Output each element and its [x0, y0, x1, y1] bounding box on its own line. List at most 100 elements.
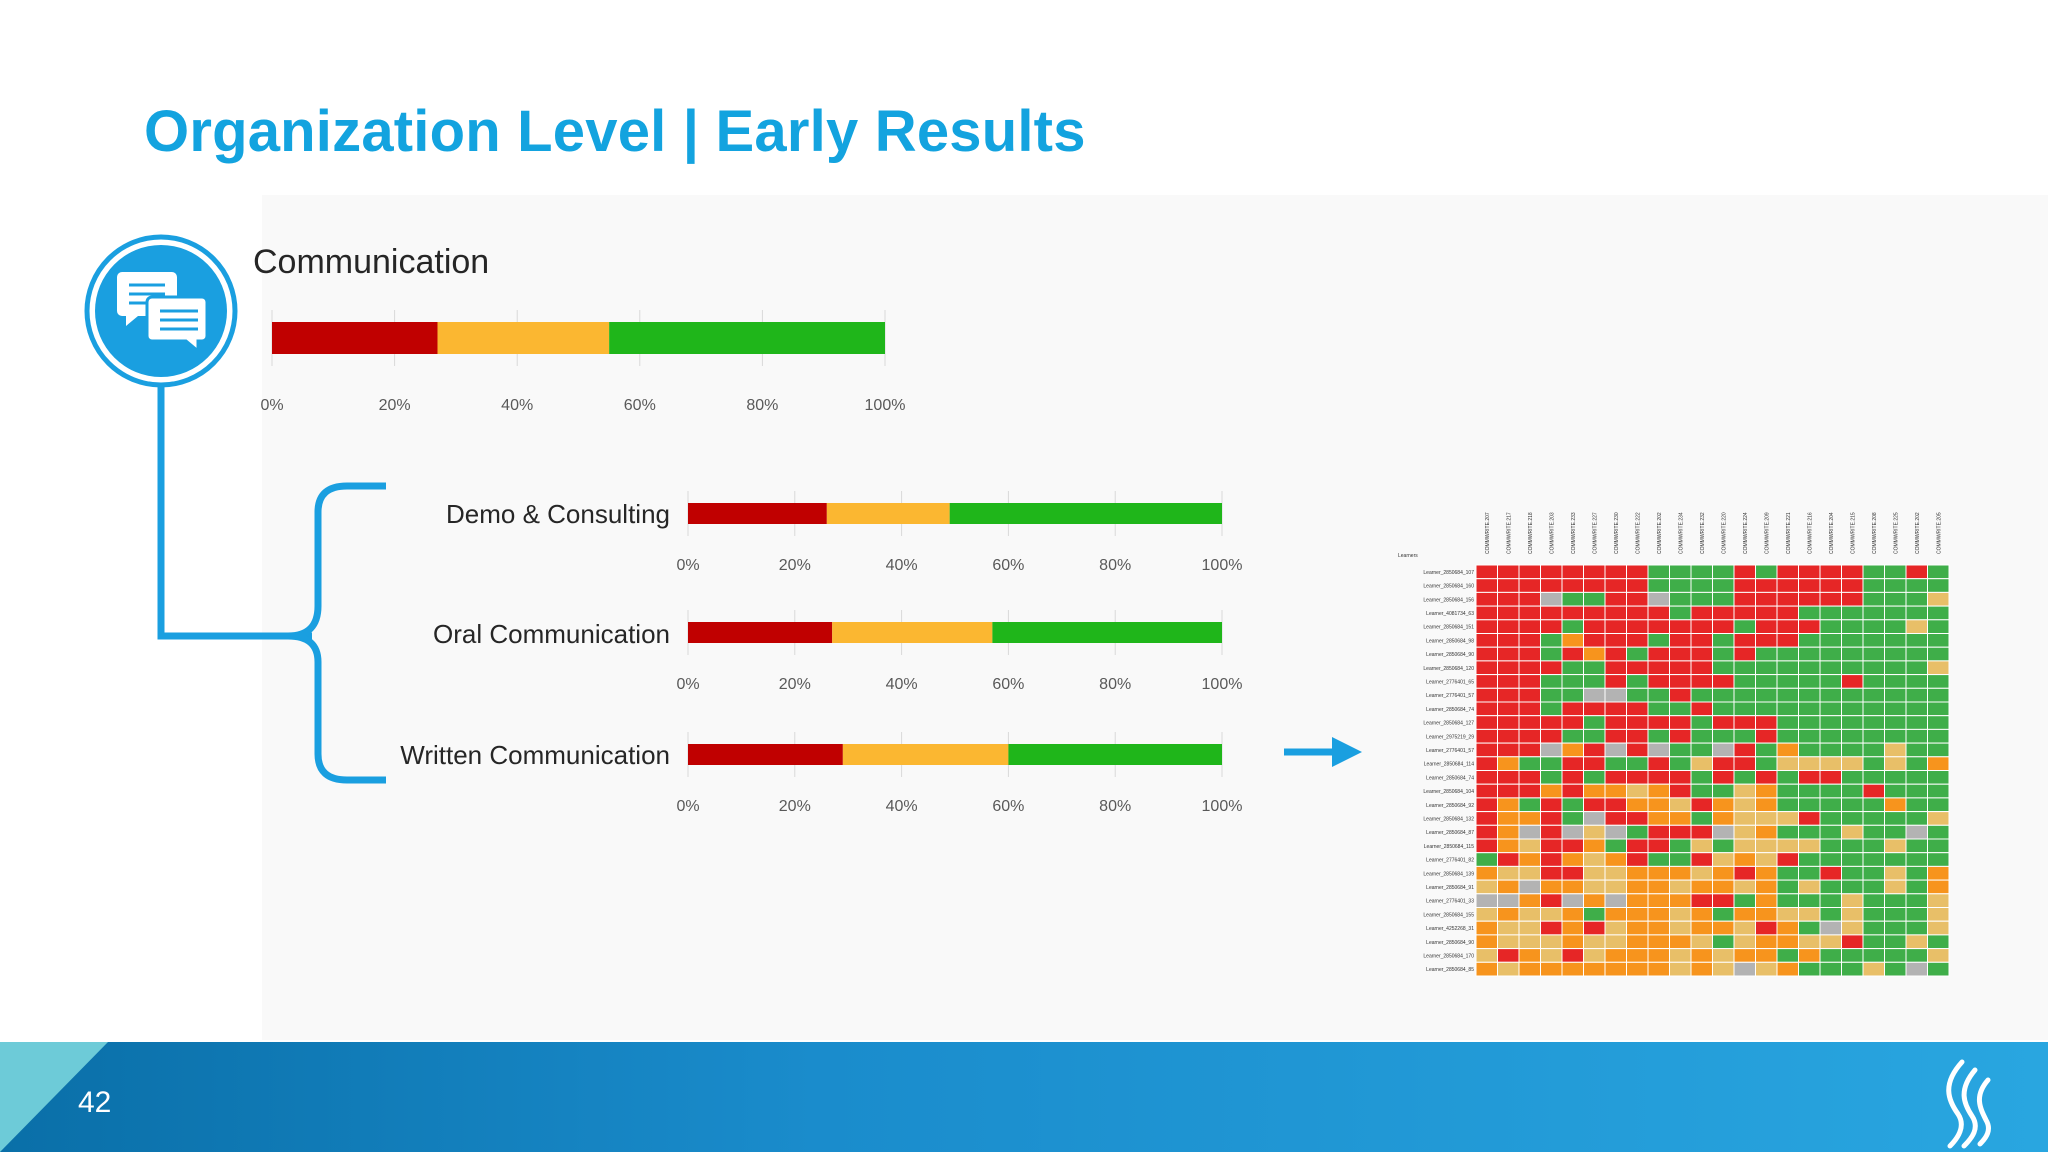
heatmap-cell [1733, 701, 1756, 717]
flame-logo-icon [1946, 1059, 1991, 1149]
heatmap-row-label: Learner_2850684_104 [1423, 789, 1474, 795]
heatmap-cell [1841, 578, 1864, 593]
heatmap-cell [1669, 824, 1692, 840]
heatmap-cell [1690, 701, 1713, 717]
heatmap-cell [1841, 742, 1864, 758]
bar-segment-red [688, 744, 843, 765]
heatmap-cell [1604, 907, 1627, 922]
heatmap-cell [1540, 907, 1563, 922]
heatmap-cell [1497, 591, 1520, 607]
heatmap-cell [1647, 811, 1670, 826]
heatmap-cell [1626, 770, 1649, 785]
heatmap-cell [1475, 961, 1498, 977]
heatmap-cell [1884, 701, 1907, 717]
heatmap-cell [1798, 687, 1821, 703]
heatmap-cell [1819, 783, 1842, 799]
heatmap-cell [1841, 797, 1864, 813]
heatmap-cell [1669, 619, 1692, 634]
heatmap-row-header: Learners [1398, 553, 1418, 559]
x-tick-label: 80% [746, 397, 778, 414]
heatmap-cell [1690, 852, 1713, 867]
heatmap-cell [1647, 660, 1670, 676]
heatmap-cell [1647, 591, 1670, 607]
heatmap-cell [1518, 920, 1541, 936]
heatmap-cell [1755, 920, 1778, 936]
heatmap-cell [1927, 934, 1950, 950]
heatmap-cell [1712, 783, 1735, 799]
heatmap-cell [1497, 948, 1520, 963]
bar-segment-amber [832, 622, 993, 643]
heatmap-cell [1626, 578, 1649, 593]
heatmap-cell [1540, 893, 1563, 908]
heatmap-cell [1755, 948, 1778, 963]
heatmap-cell [1927, 948, 1950, 963]
heatmap-column-label: COMMWRITE.234 [1678, 512, 1684, 554]
heatmap-cell [1862, 920, 1885, 936]
heatmap-cell [1712, 797, 1735, 813]
heatmap-cell [1884, 838, 1907, 854]
heatmap-cell [1583, 674, 1606, 689]
heatmap-cell [1712, 660, 1735, 676]
heatmap-cell [1819, 893, 1842, 908]
heatmap-cell [1819, 797, 1842, 813]
heatmap-cell [1819, 619, 1842, 634]
heatmap-cell [1626, 742, 1649, 758]
heatmap-cell [1669, 838, 1692, 854]
heatmap-cell [1540, 879, 1563, 895]
heatmap-cell [1561, 633, 1584, 648]
heatmap-cell [1497, 934, 1520, 950]
heatmap-cell [1905, 961, 1928, 977]
heatmap-cell [1669, 865, 1692, 881]
heatmap-cell [1647, 865, 1670, 881]
heatmap-cell [1862, 619, 1885, 634]
heatmap-cell [1561, 961, 1584, 977]
heatmap-cell [1819, 961, 1842, 977]
heatmap-cell [1798, 660, 1821, 676]
heatmap-cell [1712, 811, 1735, 826]
heatmap-cell [1561, 742, 1584, 758]
heatmap-cell [1669, 646, 1692, 662]
heatmap-cell [1540, 591, 1563, 607]
heatmap-cell [1862, 591, 1885, 607]
heatmap-cell [1755, 907, 1778, 922]
heatmap-cell [1626, 564, 1649, 580]
heatmap-cell [1927, 852, 1950, 867]
heatmap-cell [1712, 770, 1735, 785]
heatmap-cell [1755, 578, 1778, 593]
heatmap-cell [1540, 797, 1563, 813]
heatmap-cell [1690, 865, 1713, 881]
heatmap-cell [1927, 633, 1950, 648]
heatmap-cell [1669, 893, 1692, 908]
heatmap-cell [1518, 674, 1541, 689]
heatmap-cell [1798, 838, 1821, 854]
heatmap-cell [1862, 811, 1885, 826]
heatmap-row-label: Learner_2850684_74 [1426, 775, 1474, 781]
heatmap-cell [1733, 907, 1756, 922]
heatmap-cell [1712, 701, 1735, 717]
heatmap-cell [1755, 619, 1778, 634]
heatmap-cell [1647, 646, 1670, 662]
heatmap-cell [1540, 824, 1563, 840]
heatmap-cell [1518, 660, 1541, 676]
heatmap-cell [1604, 619, 1627, 634]
heatmap-cell [1604, 742, 1627, 758]
heatmap-cell [1518, 605, 1541, 621]
heatmap-cell [1561, 646, 1584, 662]
heatmap-cell [1497, 879, 1520, 895]
heatmap-cell [1905, 824, 1928, 840]
heatmap-cell [1561, 865, 1584, 881]
heatmap-cell [1690, 646, 1713, 662]
heatmap-cell [1884, 715, 1907, 730]
heatmap-cell [1862, 797, 1885, 813]
heatmap-cell [1690, 907, 1713, 922]
heatmap-cell [1733, 770, 1756, 785]
footer-accent-shape [0, 1042, 108, 1152]
heatmap-cell [1561, 701, 1584, 717]
heatmap-cell [1475, 564, 1498, 580]
heatmap-cell [1497, 619, 1520, 634]
heatmap-cell [1755, 824, 1778, 840]
heatmap-cell [1819, 646, 1842, 662]
heatmap-column-label: COMMWRITE.215 [1850, 512, 1856, 554]
heatmap-cell [1776, 865, 1799, 881]
heatmap-cell [1841, 824, 1864, 840]
